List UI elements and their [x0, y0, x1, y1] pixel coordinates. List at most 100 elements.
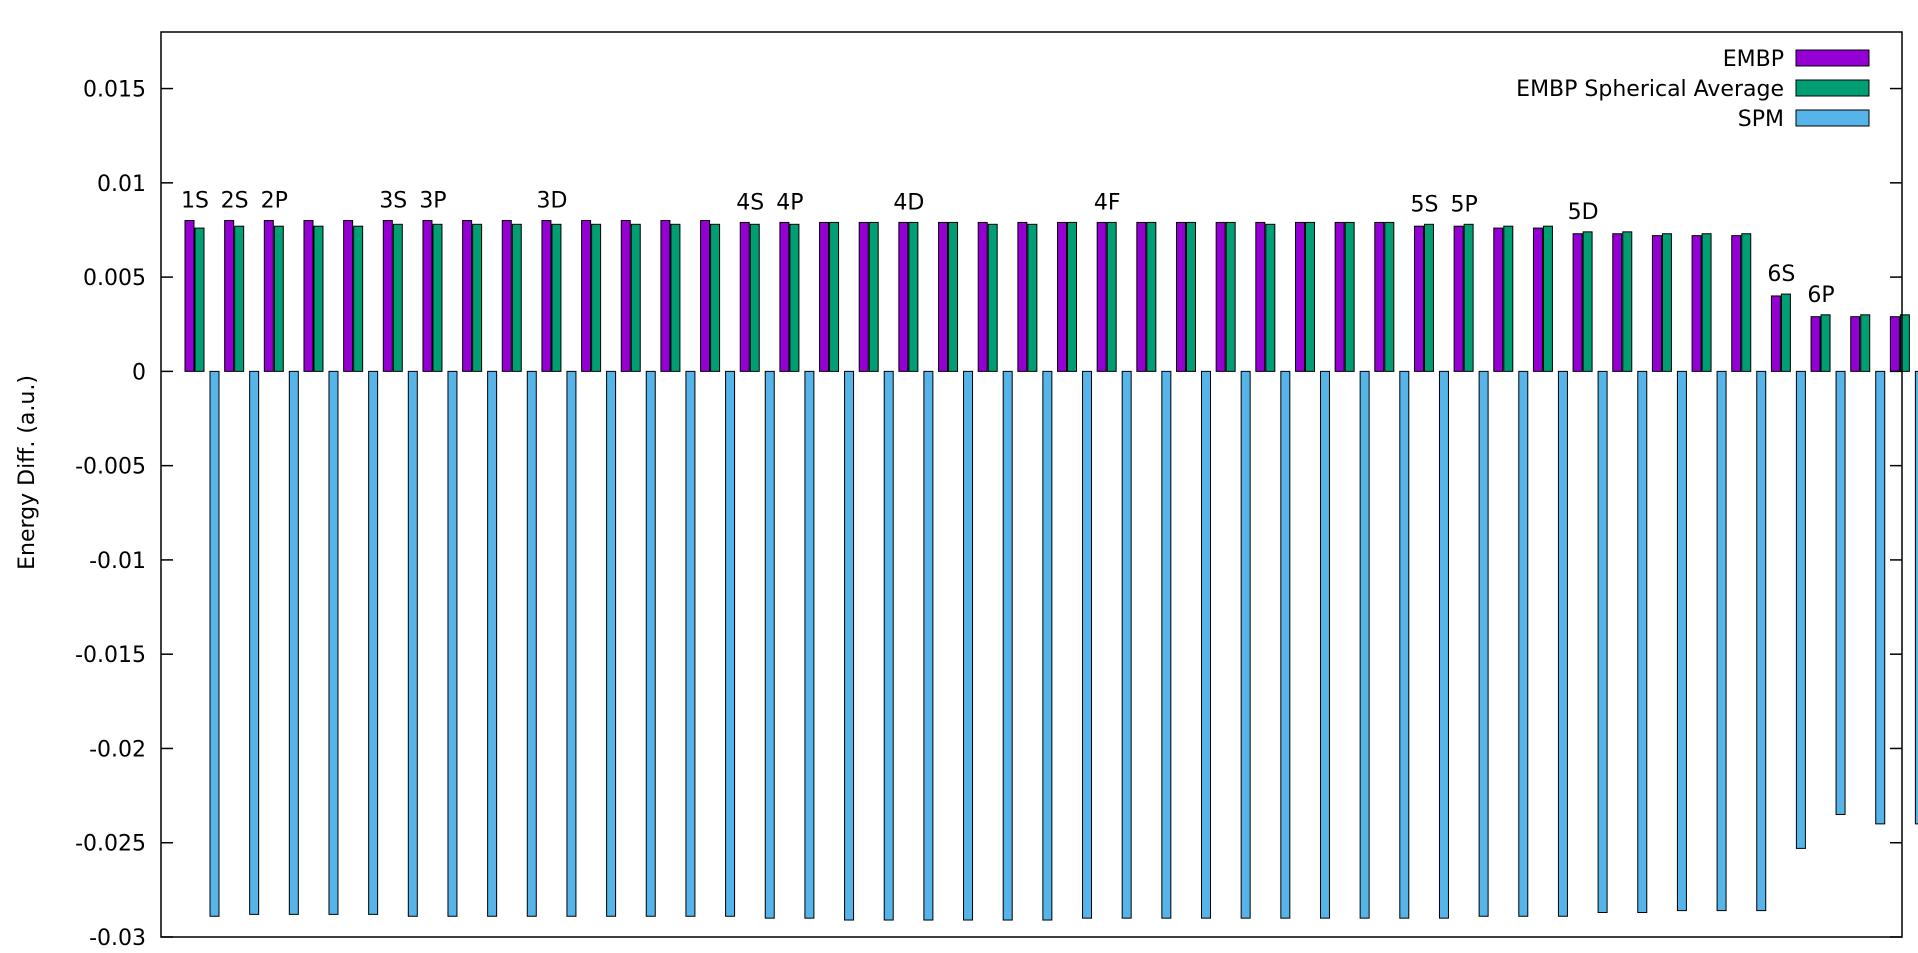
bar-embp-spherical-average-16: [829, 221, 840, 372]
legend-swatch-embp: [1795, 49, 1870, 67]
bar-spm-28: [1319, 370, 1330, 919]
bar-spm-1: [249, 370, 260, 915]
bar-embp-spherical-average-43: [1899, 314, 1910, 372]
bar-spm-12: [685, 370, 696, 917]
bar-spm-20: [1002, 370, 1013, 921]
bar-embp-36: [1612, 233, 1623, 372]
bar-embp-spherical-average-38: [1701, 233, 1712, 372]
bar-embp-spherical-average-6: [432, 223, 443, 372]
bar-embp-spherical-average-17: [868, 221, 879, 372]
bar-embp-spherical-average-30: [1384, 221, 1395, 372]
bar-embp-26: [1215, 221, 1226, 372]
bar-embp-spherical-average-27: [1265, 223, 1276, 372]
bar-spm-34: [1557, 370, 1568, 917]
bar-spm-29: [1359, 370, 1370, 919]
bar-embp-2: [263, 220, 274, 372]
bar-embp-31: [1413, 225, 1424, 372]
bar-embp-spherical-average-32: [1463, 223, 1474, 372]
orbital-label-5d: 5D: [1568, 200, 1599, 225]
bar-embp-spherical-average-40: [1780, 293, 1791, 372]
legend-label-embp: EMBP: [1723, 47, 1784, 72]
bar-embp-22: [1057, 221, 1068, 372]
orbital-label-4f: 4F: [1094, 190, 1121, 215]
bar-spm-8: [526, 370, 537, 917]
y-tick-label: -0.025: [75, 832, 146, 857]
bar-spm-38: [1716, 370, 1727, 912]
orbital-label-6s: 6S: [1767, 262, 1795, 287]
bar-embp-spherical-average-29: [1344, 221, 1355, 372]
bar-spm-39: [1756, 370, 1767, 912]
bar-spm-21: [1042, 370, 1053, 921]
bar-embp-spherical-average-21: [1027, 223, 1038, 372]
bar-spm-41: [1835, 370, 1846, 815]
bar-embp-30: [1374, 221, 1385, 372]
bar-embp-spherical-average-25: [1186, 221, 1196, 372]
bar-spm-32: [1478, 370, 1489, 917]
bar-embp-28: [1294, 221, 1305, 372]
bar-embp-spherical-average-39: [1741, 233, 1752, 372]
bar-embp-spherical-average-41: [1820, 314, 1831, 372]
bar-embp-spherical-average-13: [710, 223, 721, 372]
bar-embp-spherical-average-34: [1542, 225, 1553, 372]
bar-spm-18: [923, 370, 934, 921]
bar-embp-23: [1096, 221, 1107, 372]
bar-spm-25: [1201, 370, 1211, 919]
orbital-label-5s: 5S: [1410, 192, 1438, 217]
bar-embp-39: [1731, 235, 1742, 372]
bar-spm-27: [1280, 370, 1291, 919]
bar-embp-38: [1691, 235, 1702, 372]
bar-embp-33: [1493, 227, 1504, 372]
bar-embp-spherical-average-28: [1304, 221, 1315, 372]
bar-embp-25: [1176, 221, 1186, 372]
bar-spm-13: [725, 370, 736, 917]
bar-embp-spherical-average-9: [551, 223, 562, 372]
bar-embp-1: [224, 220, 235, 372]
bar-spm-19: [963, 370, 974, 921]
bar-embp-14: [739, 221, 750, 372]
bar-spm-26: [1240, 370, 1251, 919]
bar-embp-spherical-average-4: [353, 225, 364, 372]
legend-swatch-spm: [1795, 109, 1870, 127]
bar-spm-6: [447, 370, 458, 917]
legend-swatch-embp-spherical-average: [1795, 79, 1870, 97]
bar-embp-12: [660, 220, 671, 372]
legend-label-spm: SPM: [1738, 107, 1784, 132]
bar-embp-27: [1255, 221, 1266, 372]
orbital-label-2p: 2P: [261, 189, 288, 214]
y-axis-label: Energy Diff. (a.u.): [15, 375, 40, 570]
bars-layer: [184, 220, 1918, 921]
orbital-label-3p: 3P: [419, 189, 446, 214]
plot-frame: [160, 31, 1903, 938]
bar-embp-37: [1651, 235, 1662, 372]
bar-embp-spherical-average-42: [1860, 314, 1871, 372]
bar-embp-21: [1017, 221, 1028, 372]
bar-embp-4: [343, 220, 354, 372]
bar-embp-spherical-average-7: [472, 223, 483, 372]
bar-spm-33: [1518, 370, 1529, 917]
bar-embp-18: [898, 221, 909, 372]
bar-embp-19: [938, 221, 949, 372]
bar-embp-17: [858, 221, 869, 372]
bar-spm-24: [1161, 370, 1172, 919]
orbital-label-5p: 5P: [1450, 192, 1477, 217]
y-tick-label: 0.015: [83, 78, 146, 103]
legend-label-embp-spherical-average: EMBP Spherical Average: [1516, 77, 1784, 102]
bar-embp-15: [779, 221, 790, 372]
bar-embp-spherical-average-35: [1582, 231, 1593, 372]
bar-spm-16: [844, 370, 855, 921]
bar-embp-spherical-average-33: [1503, 225, 1514, 372]
bar-embp-11: [620, 220, 631, 372]
bar-embp-spherical-average-19: [948, 221, 959, 372]
bar-embp-spherical-average-12: [670, 223, 681, 372]
bar-embp-spherical-average-24: [1146, 221, 1157, 372]
bar-embp-spherical-average-1: [234, 225, 245, 372]
orbital-labels: 1S 2S 2P 3S 3P 3D 4S 4P 4D 4F 5S 5P 5D 6S 6P: [181, 189, 1835, 308]
bar-embp-40: [1770, 295, 1781, 372]
bar-embp-9: [541, 220, 552, 372]
bar-embp-34: [1532, 227, 1543, 372]
bar-embp-8: [501, 220, 512, 372]
bar-spm-22: [1082, 370, 1093, 919]
bar-spm-5: [407, 370, 418, 917]
y-tick-label: 0.005: [83, 266, 146, 291]
